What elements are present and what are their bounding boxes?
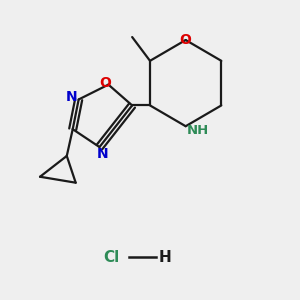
Text: O: O (180, 33, 192, 47)
Text: N: N (65, 89, 77, 103)
Text: Cl: Cl (103, 250, 119, 265)
Text: H: H (159, 250, 172, 265)
Text: N: N (97, 148, 108, 161)
Text: NH: NH (186, 124, 209, 137)
Text: O: O (100, 76, 111, 90)
